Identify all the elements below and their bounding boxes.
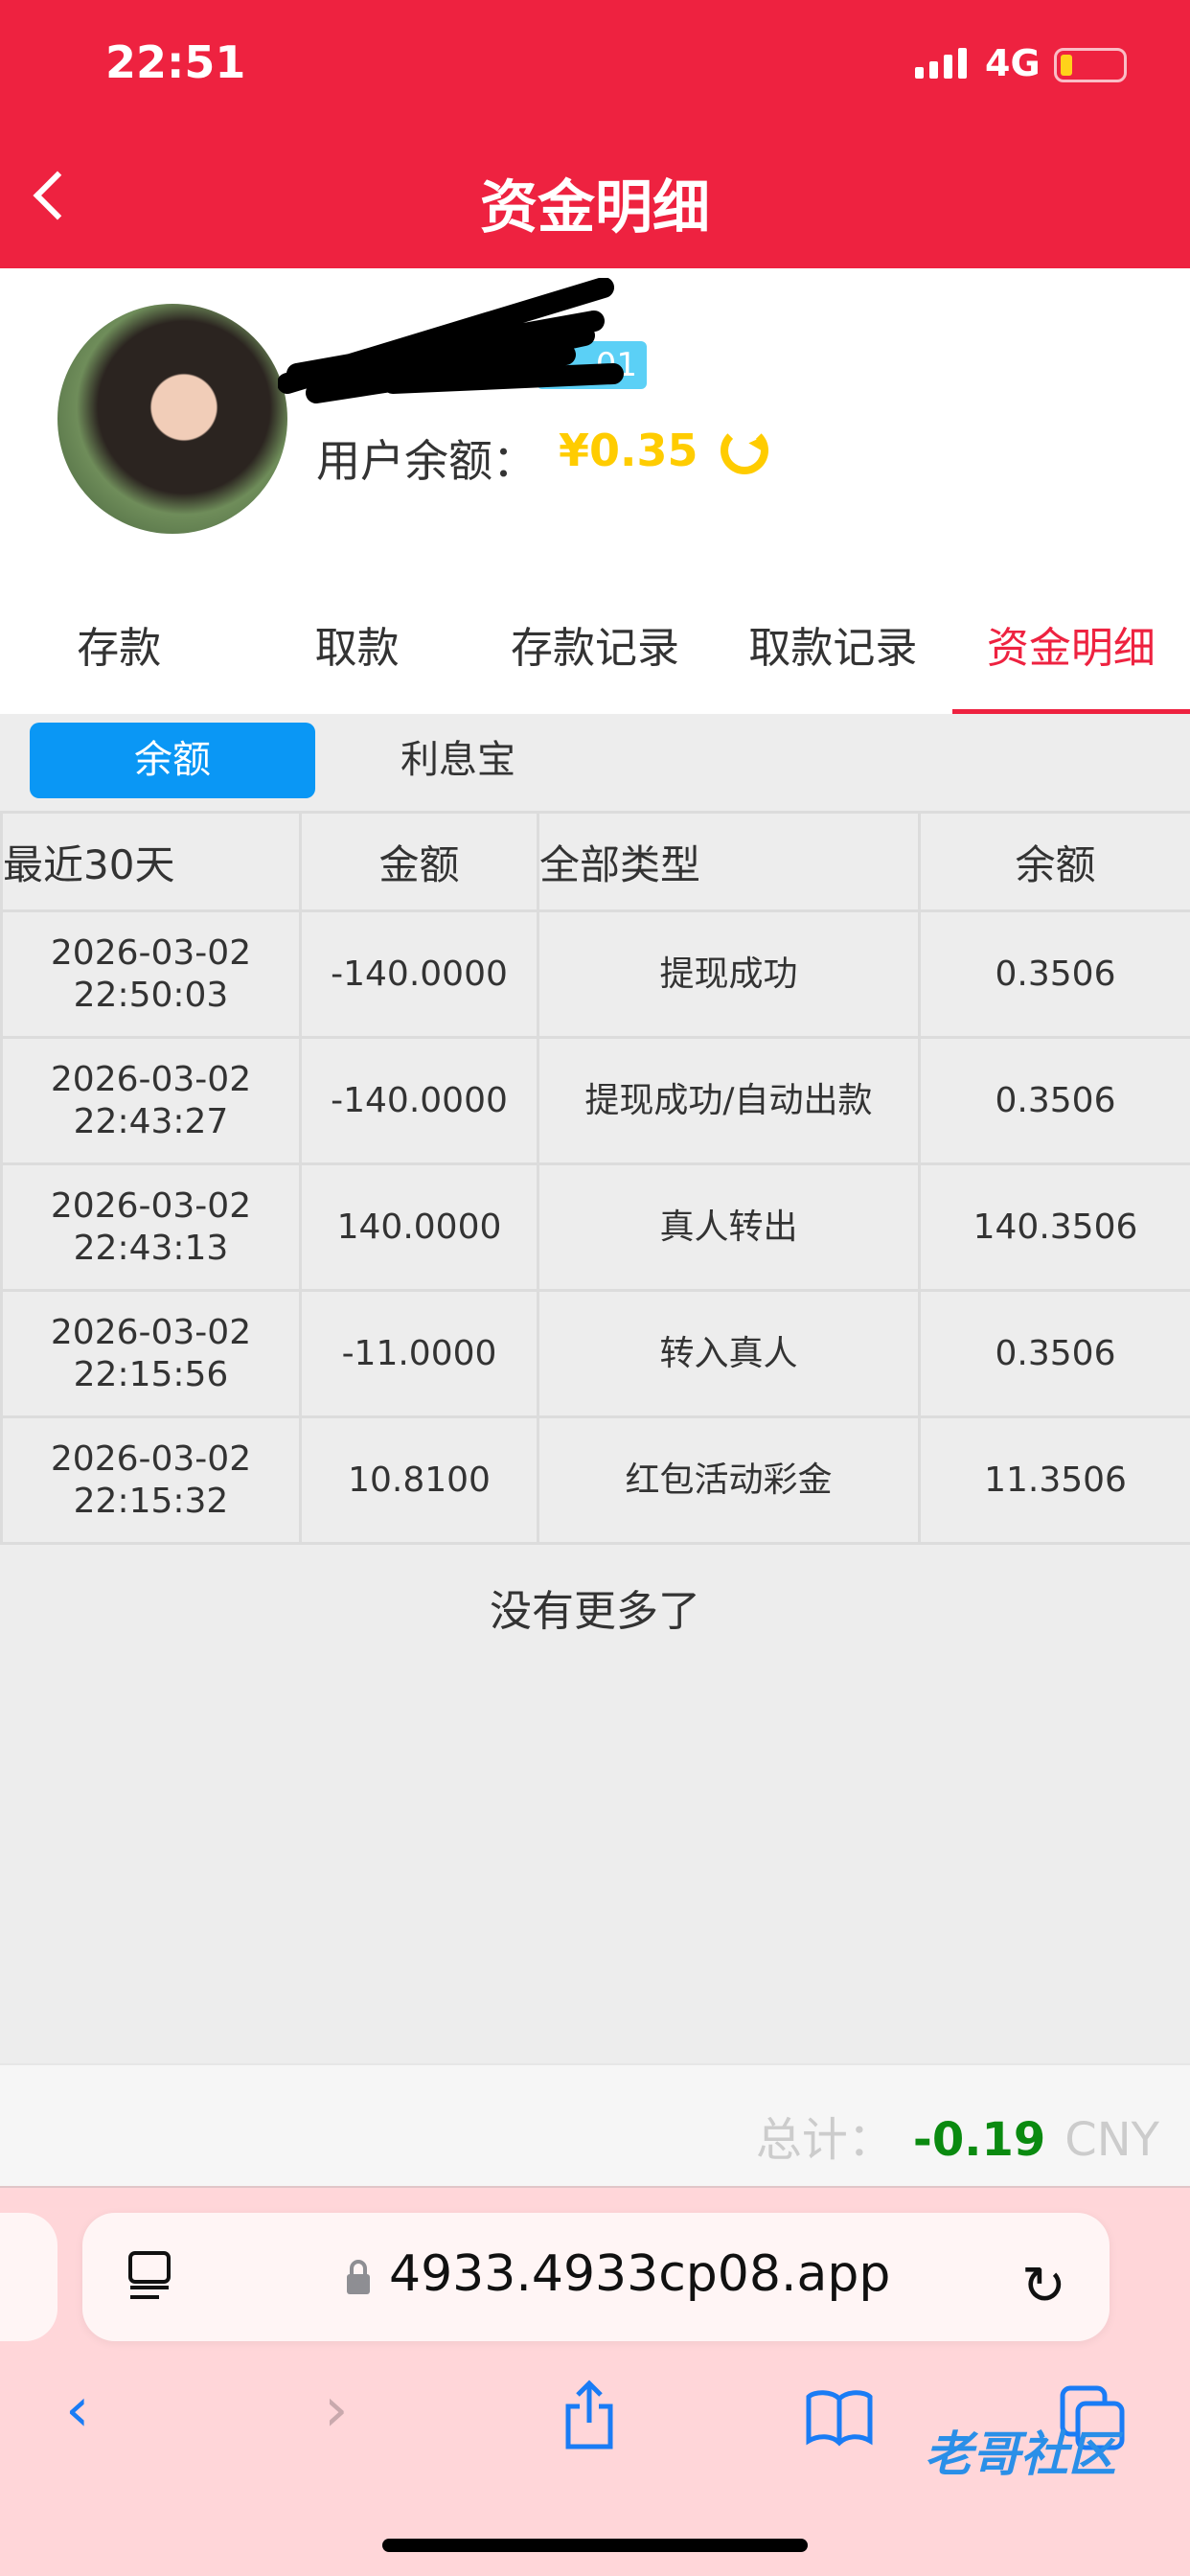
row-amount: -140.0000 (299, 1036, 539, 1165)
row-time: 22:43:13 (73, 1228, 229, 1268)
row-date: 2026-03-02 (50, 1312, 252, 1352)
table-row: 2026-03-02 22:15:32 10.8100 红包活动彩金 11.350… (0, 1415, 1190, 1545)
row-time: 22:15:56 (73, 1354, 229, 1394)
subtab-balance[interactable]: 余额 (30, 723, 315, 798)
column-balance: 余额 (918, 811, 1190, 912)
table-row: 2026-03-02 22:43:13 140.0000 真人转出 140.350… (0, 1162, 1190, 1292)
share-icon[interactable] (561, 2380, 618, 2451)
bookmarks-icon[interactable] (805, 2389, 874, 2447)
row-balance: 0.3506 (918, 909, 1190, 1039)
total-bar: 总计： -0.19 CNY (0, 2063, 1190, 2188)
row-type: 转入真人 (537, 1289, 921, 1418)
status-time: 22:51 (105, 36, 246, 88)
filter-date-range[interactable]: 最近30天 (0, 811, 302, 912)
balance-label: 用户余额： (316, 435, 537, 487)
page-menu-icon[interactable] (128, 2251, 172, 2301)
signal-icon (915, 48, 967, 79)
address-bar[interactable]: 4933.4933cp08.app ↻ (82, 2213, 1110, 2341)
row-date: 2026-03-02 (50, 1438, 252, 1479)
home-indicator (382, 2539, 808, 2552)
watermark-logo: 老哥社区 (925, 2426, 1116, 2482)
table-header-row: 最近30天 金额 全部类型 余额 (0, 811, 1190, 912)
lock-icon (347, 2260, 370, 2294)
row-datetime: 2026-03-02 22:43:27 (0, 1036, 302, 1165)
balance-value: ¥0.35 (559, 425, 698, 476)
row-balance: 0.3506 (918, 1289, 1190, 1418)
page-title: 资金明细 (480, 174, 710, 242)
tab-deposit-records[interactable]: 存款记录 (511, 624, 680, 673)
filter-type[interactable]: 全部类型 (537, 811, 921, 912)
row-amount: 140.0000 (299, 1162, 539, 1292)
row-datetime: 2026-03-02 22:50:03 (0, 909, 302, 1039)
row-type: 真人转出 (537, 1162, 921, 1292)
tab-withdraw[interactable]: 取款 (314, 624, 400, 673)
tab-withdraw-records[interactable]: 取款记录 (748, 624, 918, 673)
row-time: 22:50:03 (73, 975, 229, 1015)
browser-toolbar: 4933.4933cp08.app ↻ ‹ › 老哥社区 (0, 2188, 1190, 2576)
fund-table: 最近30天 金额 全部类型 余额 2026-03-02 22:50:03 -140… (0, 811, 1190, 1545)
row-datetime: 2026-03-02 22:15:32 (0, 1415, 302, 1545)
no-more-text: 没有更多了 (490, 1587, 700, 1636)
row-date: 2026-03-02 (50, 1059, 252, 1099)
row-datetime: 2026-03-02 22:43:13 (0, 1162, 302, 1292)
browser-forward-icon[interactable]: › (324, 2375, 349, 2446)
row-amount: -140.0000 (299, 909, 539, 1039)
table-row: 2026-03-02 22:43:27 -140.0000 提现成功/自动出款 0… (0, 1036, 1190, 1165)
row-amount: 10.8100 (299, 1415, 539, 1545)
row-time: 22:15:32 (73, 1481, 229, 1521)
redaction-scribble (278, 278, 624, 403)
browser-back-icon[interactable]: ‹ (65, 2375, 90, 2446)
url-text[interactable]: 4933.4933cp08.app (389, 2245, 891, 2303)
battery-icon (1054, 48, 1127, 82)
total-label: 总计： (755, 2113, 894, 2167)
table-row: 2026-03-02 22:50:03 -140.0000 提现成功 0.3506 (0, 909, 1190, 1039)
tab-bar: 存款 取款 存款记录 取款记录 资金明细 (0, 591, 1190, 714)
previous-tab-pill[interactable] (0, 2213, 57, 2341)
row-amount: -11.0000 (299, 1289, 539, 1418)
row-balance: 0.3506 (918, 1036, 1190, 1165)
row-datetime: 2026-03-02 22:15:56 (0, 1289, 302, 1418)
tabs-icon[interactable] (1059, 2384, 1126, 2451)
row-date: 2026-03-02 (50, 1185, 252, 1226)
total-value: -0.19 (912, 2113, 1046, 2167)
table-row: 2026-03-02 22:15:56 -11.0000 转入真人 0.3506 (0, 1289, 1190, 1418)
row-date: 2026-03-02 (50, 932, 252, 973)
row-balance: 140.3506 (918, 1162, 1190, 1292)
tab-deposit[interactable]: 存款 (77, 624, 162, 673)
row-balance: 11.3506 (918, 1415, 1190, 1545)
row-type: 提现成功/自动出款 (537, 1036, 921, 1165)
total-currency: CNY (1064, 2113, 1159, 2167)
subtab-interest[interactable]: 利息宝 (400, 738, 515, 782)
reload-icon[interactable]: ↻ (1021, 2255, 1066, 2317)
column-amount: 金额 (299, 811, 539, 912)
refresh-balance-icon[interactable] (721, 426, 768, 474)
network-type: 4G (985, 42, 1041, 84)
subtab-bar: 余额 利息宝 (30, 723, 601, 798)
row-time: 22:43:27 (73, 1101, 229, 1141)
row-type: 红包活动彩金 (537, 1415, 921, 1545)
row-type: 提现成功 (537, 909, 921, 1039)
app-header: 22:51 4G 资金明细 (0, 0, 1190, 268)
tab-fund-details[interactable]: 资金明细 (951, 591, 1190, 714)
avatar (57, 304, 287, 534)
